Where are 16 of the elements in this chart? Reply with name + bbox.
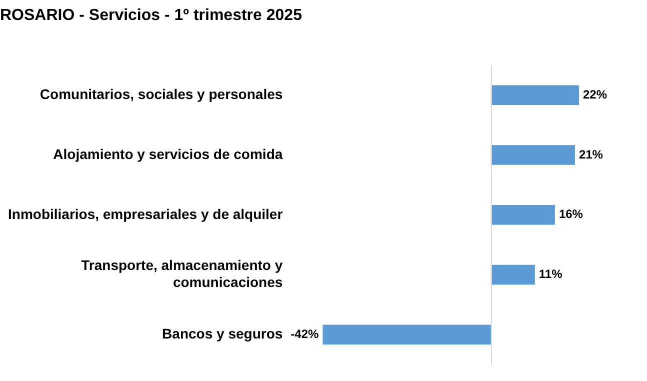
y-tick-label: Transporte, almacenamiento y comunicaciones: [81, 257, 283, 290]
bar: [322, 324, 491, 345]
data-label: 11%: [538, 267, 563, 282]
bar: [490, 85, 579, 106]
data-label: 21%: [578, 147, 604, 162]
data-label: 16%: [558, 207, 584, 222]
data-label: 22%: [582, 87, 608, 102]
y-tick-label: Alojamiento y servicios de comida: [53, 146, 283, 162]
bar: [490, 264, 535, 285]
text: ROSARIO - Servicios - 1º trimestre 2025: [0, 7, 302, 24]
y-tick-label: Comunitarios, sociales y personales: [40, 86, 283, 102]
y-tick-label: Bancos y seguros: [162, 326, 283, 342]
data-label: -42%: [290, 326, 320, 341]
bar: [490, 145, 575, 165]
bar: [490, 205, 555, 225]
y-tick-label: Inmobiliarios, empresariales y de alquiler: [8, 206, 284, 222]
